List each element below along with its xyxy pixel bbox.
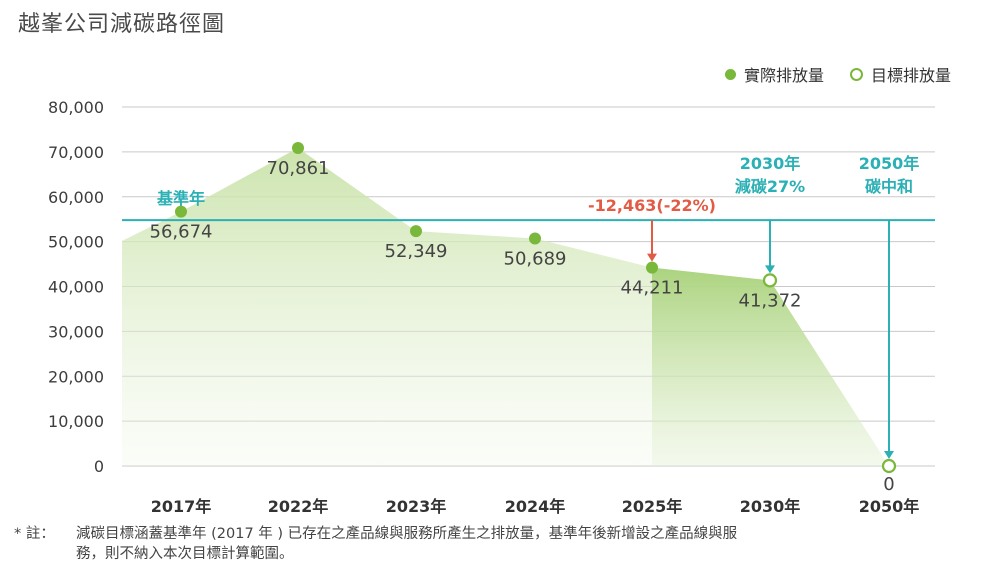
x-tick-label: 2022年 bbox=[268, 497, 329, 516]
target-annotation-year: 2050年 bbox=[859, 154, 920, 173]
y-tick-label: 10,000 bbox=[48, 412, 104, 431]
actual-value-label: 50,689 bbox=[504, 249, 567, 270]
actual-value-label: 56,674 bbox=[150, 222, 213, 243]
baseline-label: 基準年 bbox=[156, 189, 205, 208]
y-tick-label: 20,000 bbox=[48, 367, 104, 386]
reduction-label: -12,463(-22%) bbox=[588, 196, 716, 215]
target-annotation-goal: 碳中和 bbox=[865, 177, 913, 196]
target-value-label: 0 bbox=[883, 474, 894, 495]
legend-target: 目標排放量 bbox=[849, 62, 951, 86]
actual-point bbox=[410, 225, 422, 238]
legend-actual-marker bbox=[724, 68, 736, 80]
x-tick-label: 2017年 bbox=[151, 497, 212, 516]
target-reduction-area bbox=[652, 267, 889, 466]
y-tick-label: 60,000 bbox=[48, 188, 104, 207]
target-arrow-head bbox=[884, 451, 894, 459]
footnote-mark: * 註： bbox=[14, 526, 55, 542]
target-point bbox=[762, 273, 778, 288]
actual-value-label: 44,211 bbox=[621, 278, 684, 299]
x-tick-label: 2024年 bbox=[505, 497, 566, 516]
legend-target-marker bbox=[849, 67, 863, 81]
actual-point bbox=[175, 205, 187, 218]
actual-point bbox=[292, 142, 304, 155]
footnote: * 註： 減碳目標涵蓋基準年 (2017 年 ) 已存在之產品線與服務所產生之排放… bbox=[14, 524, 982, 564]
footnote-line-2: 務，則不納入本次目標計算範圍。 bbox=[76, 546, 294, 562]
y-tick-label: 80,000 bbox=[48, 98, 104, 117]
legend-actual-label: 實際排放量 bbox=[743, 66, 824, 85]
legend-actual: 實際排放量 bbox=[724, 62, 824, 86]
x-tick-label: 2050年 bbox=[859, 497, 920, 516]
target-point bbox=[881, 458, 897, 474]
target-annotation-year: 2030年 bbox=[740, 154, 801, 173]
emission-chart: 80,000 70,000 60,000 50,000 40,000 30,000 20,0… bbox=[48, 98, 935, 516]
actual-value-label: 70,861 bbox=[267, 158, 330, 179]
footnote-line-1: 減碳目標涵蓋基準年 (2017 年 ) 已存在之產品線與服務所產生之排放量，基準… bbox=[76, 526, 738, 542]
x-tick-label: 2025年 bbox=[622, 497, 683, 516]
y-tick-label: 0 bbox=[94, 457, 104, 476]
target-arrow-head bbox=[765, 265, 775, 274]
x-tick-label: 2023年 bbox=[386, 497, 447, 516]
x-tick-label: 2030年 bbox=[740, 497, 801, 516]
y-tick-label: 30,000 bbox=[48, 322, 104, 341]
target-value-label: 41,372 bbox=[739, 290, 802, 311]
actual-point bbox=[529, 232, 541, 245]
y-tick-label: 70,000 bbox=[48, 143, 104, 162]
y-tick-label: 40,000 bbox=[48, 278, 104, 297]
actual-point bbox=[646, 261, 658, 274]
target-annotation-goal: 減碳27% bbox=[735, 177, 805, 196]
y-tick-label: 50,000 bbox=[48, 233, 104, 252]
legend-target-label: 目標排放量 bbox=[870, 66, 951, 85]
reduction-arrow-head bbox=[647, 253, 657, 262]
chart-title: 越峯公司減碳路徑圖 bbox=[18, 12, 226, 37]
chart-legend: 實際排放量 目標排放量 bbox=[724, 62, 951, 86]
actual-value-label: 52,349 bbox=[385, 241, 448, 262]
